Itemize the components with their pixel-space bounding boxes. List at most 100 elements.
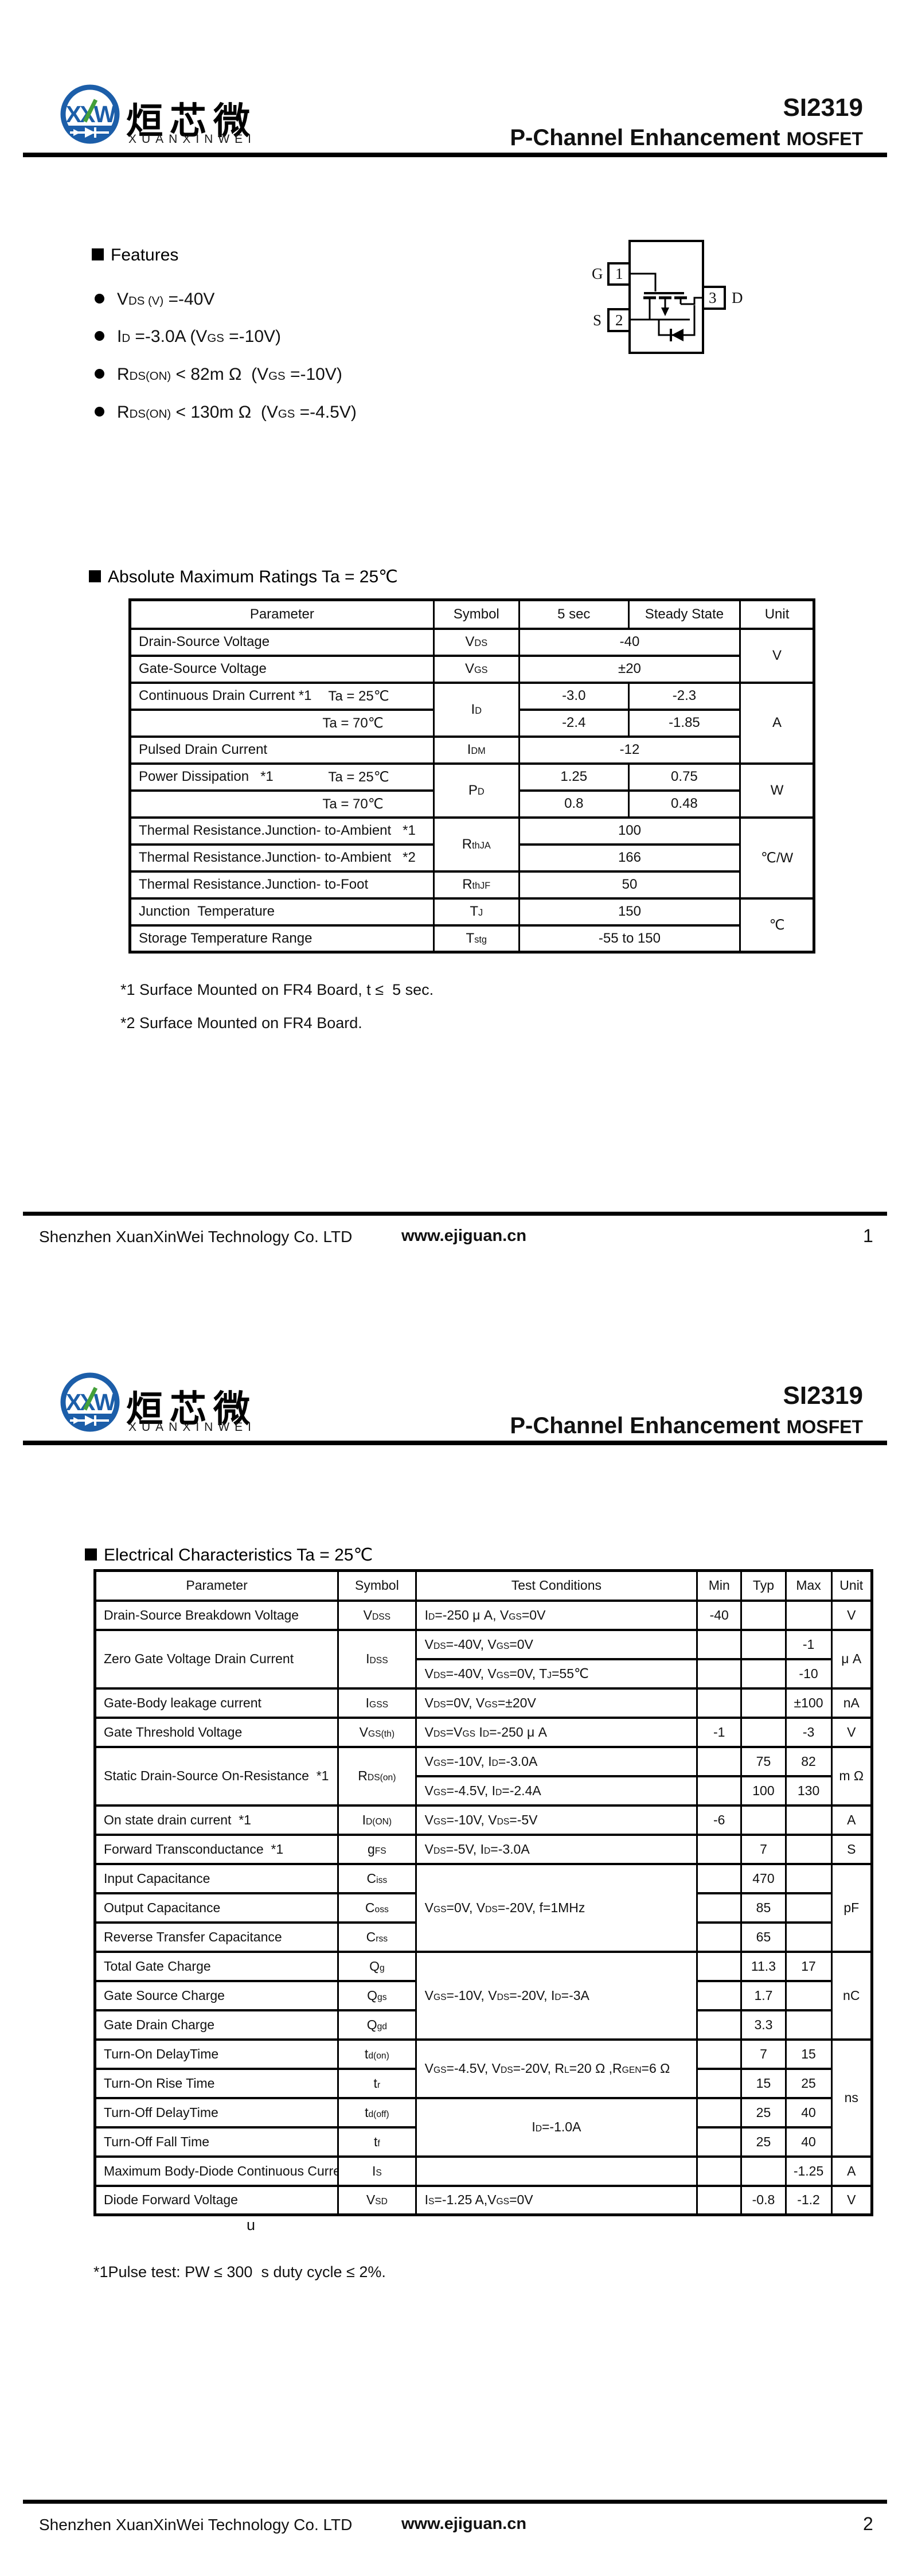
feature-item: ID =-3.0A (VGS =-10V): [95, 327, 281, 347]
table-row: Thermal Resistance.Junction- to-Ambient …: [129, 816, 815, 900]
cell-cond: VDS=-40V, VGS=0V: [415, 1628, 698, 1660]
col-typ: Typ: [740, 1569, 787, 1602]
col-5sec: 5 sec: [518, 598, 630, 630]
cell-cond: [415, 2155, 698, 2187]
cell-param: Drain-Source Voltage: [129, 627, 435, 657]
cell-symbol: IDM: [432, 735, 520, 765]
cell-max: [784, 1833, 833, 1865]
cell-unit: V: [830, 1716, 873, 1748]
cell-typ: 100: [740, 1775, 787, 1807]
col-unit: Unit: [830, 1569, 873, 1602]
table-row: VGS=-4.5V, ID=-2.4A 100 130: [95, 1775, 872, 1807]
cell-param: Gate-Body leakage current: [93, 1687, 339, 1719]
cell-min: -6: [696, 1804, 743, 1836]
cell-max: -1: [784, 1628, 833, 1660]
cell-max: ±100: [784, 1687, 833, 1719]
cell-typ: 65: [740, 1921, 787, 1953]
cell-symbol: td(off): [337, 2096, 417, 2128]
source-label: S: [593, 312, 602, 329]
bullet-icon: [95, 294, 104, 303]
pin-2-number: 2: [615, 312, 623, 329]
cell-unit: ℃: [739, 897, 815, 954]
cell-value: 1.25: [518, 762, 630, 792]
cell-param: Input Capacitance: [93, 1862, 339, 1894]
cell-value: -12: [518, 735, 741, 765]
abs-max-note-2: *2 Surface Mounted on FR4 Board.: [120, 1014, 362, 1032]
cell-min: [696, 1921, 743, 1953]
table-row: Pulsed Drain Current IDM -12: [129, 735, 814, 765]
cell-param: Zero Gate Voltage Drain Current: [93, 1628, 339, 1690]
cell-max: 130: [784, 1775, 833, 1807]
cell-cond: VGS=-4.5V, ID=-2.4A: [415, 1775, 698, 1807]
cell-unit: ns: [830, 2038, 873, 2158]
bullet-icon: [95, 369, 104, 379]
cell-value: 166: [518, 843, 741, 873]
header-rule: [23, 1441, 887, 1445]
elec-char-table: Parameter Symbol Test Conditions Min Typ…: [93, 1569, 873, 2216]
cell-param: Turn-Off Fall Time: [93, 2126, 339, 2158]
cell-param: Forward Transconductance *1: [93, 1833, 339, 1865]
table-row: Static Drain-Source On-Resistance *1 RDS…: [93, 1745, 873, 1807]
cell-cond: VGS=-10V, VDS=-20V, ID=-3A: [415, 1950, 698, 2041]
table-row: Reverse Transfer Capacitance Crss 65: [93, 1921, 872, 1953]
pin-3-number: 3: [709, 289, 717, 306]
cell-param: Power Dissipation *1 Ta = 25℃: [129, 762, 435, 792]
cell-cond: ID=-1.0A: [415, 2096, 698, 2158]
table-row: Zero Gate Voltage Drain Current IDSS VDS…: [93, 1628, 873, 1690]
table-row: Drain-Source Breakdown Voltage VDSS ID=-…: [93, 1599, 873, 1631]
cell-param: Gate Drain Charge: [93, 2009, 339, 2041]
cell-cond: VDS=0V, VGS=±20V: [415, 1687, 698, 1719]
cell-symbol: IDSS: [337, 1628, 417, 1690]
cell-typ: [740, 1657, 787, 1690]
cell-max: [784, 1862, 833, 1894]
cell-typ: 3.3: [740, 2009, 787, 2041]
cell-cond: VGS=0V, VDS=-20V, f=1MHz: [415, 1862, 698, 1953]
table-row: Ta = 70℃ -2.4 -1.85: [129, 708, 814, 738]
cell-symbol: Tstg: [432, 924, 520, 954]
cell-max: [784, 1804, 833, 1836]
cell-param: Gate-Source Voltage: [129, 654, 435, 684]
cell-max: [784, 1599, 833, 1631]
cell-cond: VDS=VGS ID=-250 μ A: [415, 1716, 698, 1748]
cell-max: [784, 1892, 833, 1924]
cell-value: -2.3: [627, 681, 741, 711]
cell-unit: W: [739, 762, 815, 819]
footer-rule: [23, 1212, 887, 1216]
cell-typ: 7: [740, 2038, 787, 2070]
cell-symbol: tf: [337, 2126, 417, 2158]
elec-note-1: *1Pulse test: PW ≤ 300 s duty cycle ≤ 2%…: [93, 2263, 386, 2281]
cell-min: [696, 2155, 743, 2187]
cell-unit: A: [830, 2155, 873, 2187]
table-row: Continuous Drain Current *1 Ta = 25℃ ID -…: [129, 681, 815, 765]
cell-min: [696, 2067, 743, 2099]
cell-symbol: Ciss: [337, 1862, 417, 1894]
cell-typ: [740, 1628, 787, 1660]
table-row: VDS=-40V, VGS=0V, TJ=55℃ -10: [95, 1657, 872, 1690]
cell-max: -1.2: [784, 2184, 833, 2216]
table-row: Input Capacitance Ciss VGS=0V, VDS=-20V,…: [93, 1862, 873, 1953]
cell-symbol: VDSS: [337, 1599, 417, 1631]
table-row: Total Gate Charge Qg VGS=-10V, VDS=-20V,…: [93, 1950, 873, 2041]
cell-param: Thermal Resistance.Junction- to-Ambient …: [129, 816, 435, 846]
cell-param: Output Capacitance: [93, 1892, 339, 1924]
bullet-icon: [95, 331, 104, 341]
cell-typ: 11.3: [740, 1950, 787, 1982]
cell-param: Diode Forward Voltage: [93, 2184, 339, 2216]
cell-param: Pulsed Drain Current: [129, 735, 435, 765]
cell-max: -3: [784, 1716, 833, 1748]
part-number: SI2319: [783, 94, 863, 122]
cell-value: 0.48: [627, 789, 741, 819]
cell-value: -3.0: [518, 681, 630, 711]
cell-min: [696, 2038, 743, 2070]
cell-max: 40: [784, 2096, 833, 2128]
section-square-icon: [89, 570, 101, 582]
logo-circle: [60, 84, 120, 144]
cell-unit: nC: [830, 1950, 873, 2041]
cell-typ: 15: [740, 2067, 787, 2099]
page-2: XXW 烜芯微 XUANXINWEI SI2319 P-Channel Enha…: [0, 1288, 910, 2576]
part-number: SI2319: [783, 1382, 863, 1410]
col-max: Max: [784, 1569, 833, 1602]
cell-min: [696, 2184, 743, 2216]
brand-chinese-name: 烜芯微: [126, 1388, 257, 1431]
